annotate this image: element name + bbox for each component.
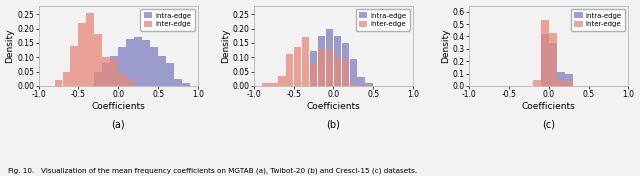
Bar [349, 83, 357, 86]
Bar [269, 83, 278, 86]
X-axis label: Coefficients: Coefficients [522, 102, 575, 111]
Bar [557, 80, 564, 86]
Bar [110, 59, 118, 86]
Bar [166, 63, 174, 86]
Y-axis label: Density: Density [441, 29, 450, 63]
Bar [110, 56, 118, 86]
Bar [95, 34, 102, 86]
Legend: intra-edge, inter-edge: intra-edge, inter-edge [356, 9, 410, 31]
Bar [95, 72, 102, 86]
Bar [126, 79, 134, 86]
Bar [548, 43, 557, 86]
Bar [365, 83, 373, 86]
Y-axis label: Density: Density [221, 29, 230, 63]
Bar [118, 74, 126, 86]
Bar [532, 80, 541, 86]
Bar [134, 37, 142, 86]
Y-axis label: Density: Density [6, 29, 15, 63]
Bar [126, 39, 134, 86]
Bar [326, 49, 333, 86]
Bar [541, 20, 548, 86]
Bar [182, 83, 190, 86]
Bar [349, 59, 357, 86]
Bar [70, 46, 78, 86]
Bar [118, 47, 126, 86]
Bar [564, 81, 573, 86]
Bar [342, 43, 349, 86]
Bar [150, 47, 158, 86]
Bar [102, 57, 110, 86]
Bar [310, 64, 317, 86]
Bar [342, 59, 349, 86]
Bar [557, 72, 564, 86]
Bar [79, 23, 86, 86]
Bar [142, 40, 150, 86]
Bar [86, 13, 94, 86]
Bar [294, 47, 301, 86]
Legend: intra-edge, inter-edge: intra-edge, inter-edge [140, 9, 195, 31]
Bar [333, 57, 341, 86]
Bar [317, 49, 325, 86]
Bar [564, 74, 573, 86]
Bar [158, 56, 166, 86]
Bar [326, 29, 333, 86]
Bar [548, 33, 557, 86]
Bar [63, 72, 70, 86]
Text: (a): (a) [111, 120, 125, 130]
Bar [174, 79, 182, 86]
Bar [54, 80, 62, 86]
Bar [333, 36, 341, 86]
X-axis label: Coefficients: Coefficients [307, 102, 360, 111]
Text: (c): (c) [542, 120, 555, 130]
Bar [301, 37, 310, 86]
Bar [317, 36, 325, 86]
X-axis label: Coefficients: Coefficients [92, 102, 145, 111]
Bar [541, 34, 548, 86]
Bar [285, 54, 294, 86]
Bar [358, 77, 365, 86]
Text: (b): (b) [326, 120, 340, 130]
Bar [278, 76, 285, 86]
Bar [262, 83, 269, 86]
Bar [310, 52, 317, 86]
Legend: intra-edge, inter-edge: intra-edge, inter-edge [571, 9, 625, 31]
Bar [102, 63, 110, 86]
Text: Fig. 10.   Visualization of the mean frequency coefficients on MGTAB (a), Twibot: Fig. 10. Visualization of the mean frequ… [8, 168, 417, 174]
